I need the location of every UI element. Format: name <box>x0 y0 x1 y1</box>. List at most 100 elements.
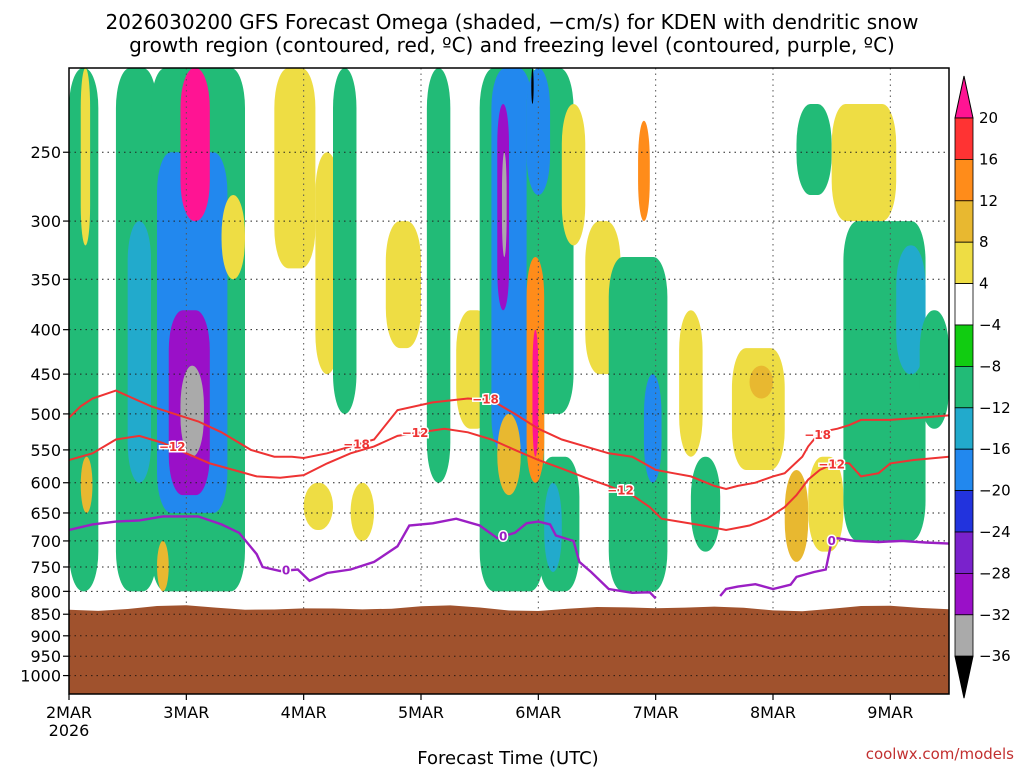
contour-label-0-1: −18 <box>472 393 499 407</box>
colorbar-label-4: 4 <box>979 275 989 293</box>
contour-label-2-0: 0 <box>282 563 290 577</box>
colorbar-label-0: 20 <box>979 109 998 127</box>
plot-frame <box>68 67 950 695</box>
contour-label-0-2: −18 <box>804 428 831 442</box>
colorbar-swatch-9 <box>954 448 974 492</box>
contour-line-2-b <box>719 536 949 597</box>
y-tick-label-350: 350 <box>30 270 61 289</box>
x-tick-label-2: 4MAR <box>281 703 327 722</box>
colorbar-label-13: −36 <box>979 647 1011 665</box>
x-axis-title: Forecast Time (UTC) <box>417 748 598 768</box>
y-tick-label-250: 250 <box>30 143 61 162</box>
omega-region-0 <box>69 68 99 592</box>
colorbar-swatch-7 <box>954 365 974 409</box>
omega-region-35 <box>643 374 662 483</box>
omega-region-15 <box>385 221 421 349</box>
omega-region-42 <box>808 456 844 552</box>
y-tick-label-850: 850 <box>30 605 61 624</box>
omega-region-1 <box>80 68 91 246</box>
contour-label-2-1: 0 <box>499 529 507 543</box>
x-tick-label-0: 2MAR <box>46 703 92 722</box>
colorbar-label-5: −4 <box>979 316 1001 334</box>
y-tick-label-400: 400 <box>30 321 61 340</box>
chart-title-line-1: 2026030200 GFS Forecast Omega (shaded, −… <box>106 10 919 34</box>
omega-region-2 <box>80 456 93 513</box>
omega-region-26 <box>531 68 534 104</box>
omega-region-41 <box>784 469 809 562</box>
colorbar-label-2: 12 <box>979 192 998 210</box>
omega-region-10 <box>157 540 169 592</box>
colorbar-swatch-5 <box>954 283 974 326</box>
omega-region-36 <box>638 120 650 222</box>
omega-region-47 <box>919 310 949 429</box>
colorbar-swatch-4 <box>954 241 974 284</box>
y-tick-label-800: 800 <box>30 582 61 601</box>
omega-region-29 <box>497 413 521 496</box>
contour-label-2-2: 0 <box>827 534 835 548</box>
y-tick-label-750: 750 <box>30 558 61 577</box>
colorbar-label-10: −24 <box>979 523 1011 541</box>
omega-region-14 <box>333 68 357 414</box>
omega-region-40 <box>749 365 773 399</box>
colorbar-label-9: −20 <box>979 482 1011 500</box>
colorbar-label-6: −8 <box>979 357 1001 375</box>
y-tick-label-550: 550 <box>30 441 61 460</box>
contour-label-1-3: −12 <box>818 458 845 472</box>
omega-region-16 <box>303 482 333 530</box>
x-tick-sublabel-0: 2026 <box>49 721 90 740</box>
y-tick-label-600: 600 <box>30 474 61 493</box>
colorbar-label-3: 8 <box>979 233 989 251</box>
colorbar-swatch-2 <box>954 158 974 202</box>
colorbar-swatch-11 <box>954 531 974 574</box>
x-tick-label-3: 5MAR <box>398 703 444 722</box>
colorbar-swatch-1 <box>954 117 974 160</box>
omega-region-17 <box>350 482 375 541</box>
colorbar-label-1: 16 <box>979 150 998 168</box>
omega-region-30 <box>561 103 586 246</box>
colorbar-swatch-8 <box>954 407 974 450</box>
omega-region-32 <box>544 482 562 572</box>
omega-region-23 <box>501 152 507 258</box>
contour-line-2 <box>69 515 657 600</box>
omega-region-37 <box>679 310 703 457</box>
contour-line-0 <box>69 389 949 491</box>
colorbar-swatch-3 <box>954 200 974 243</box>
omega-region-9 <box>180 68 210 222</box>
omega-shading <box>69 68 949 592</box>
y-tick-label-1000: 1000 <box>20 667 61 686</box>
omega-region-44 <box>831 103 897 222</box>
y-tick-label-700: 700 <box>30 532 61 551</box>
colorbar-label-12: −32 <box>979 606 1011 624</box>
terrain-surface <box>69 605 949 694</box>
x-tick-label-4: 6MAR <box>515 703 561 722</box>
omega-region-38 <box>690 456 721 552</box>
omega-region-25 <box>526 68 551 196</box>
colorbar-top-arrow <box>954 75 974 119</box>
x-tick-label-5: 7MAR <box>633 703 679 722</box>
colorbar-label-7: −12 <box>979 399 1011 417</box>
omega-region-46 <box>896 245 926 375</box>
omega-region-12 <box>274 68 316 269</box>
chart-title-line-2: growth region (contoured, red, ºC) and f… <box>129 33 895 57</box>
colorbar-label-8: −16 <box>979 440 1011 458</box>
colorbar-swatch-6 <box>954 324 974 367</box>
y-tick-label-950: 950 <box>30 647 61 666</box>
contour-line-1 <box>69 427 949 532</box>
omega-region-43 <box>796 103 832 196</box>
terrain-fill <box>69 605 949 694</box>
colorbar: 20 16 12 8 4 −4 −8 −12 −16 −20 −24 −28 −32 −36 <box>954 75 1011 699</box>
y-tick-label-900: 900 <box>30 627 61 646</box>
omega-region-28 <box>532 329 539 457</box>
x-tick-label-6: 8MAR <box>750 703 796 722</box>
contour-label-1-2: −12 <box>607 484 634 498</box>
colorbar-label-11: −28 <box>979 564 1011 582</box>
y-tick-label-300: 300 <box>30 212 61 231</box>
contour-label-1-1: −12 <box>402 426 429 440</box>
contour-label-1-0: −12 <box>159 440 186 454</box>
colorbar-swatch-13 <box>954 614 974 657</box>
omega-region-11 <box>221 195 245 280</box>
credit-text[interactable]: coolwx.com/models <box>866 745 1014 763</box>
